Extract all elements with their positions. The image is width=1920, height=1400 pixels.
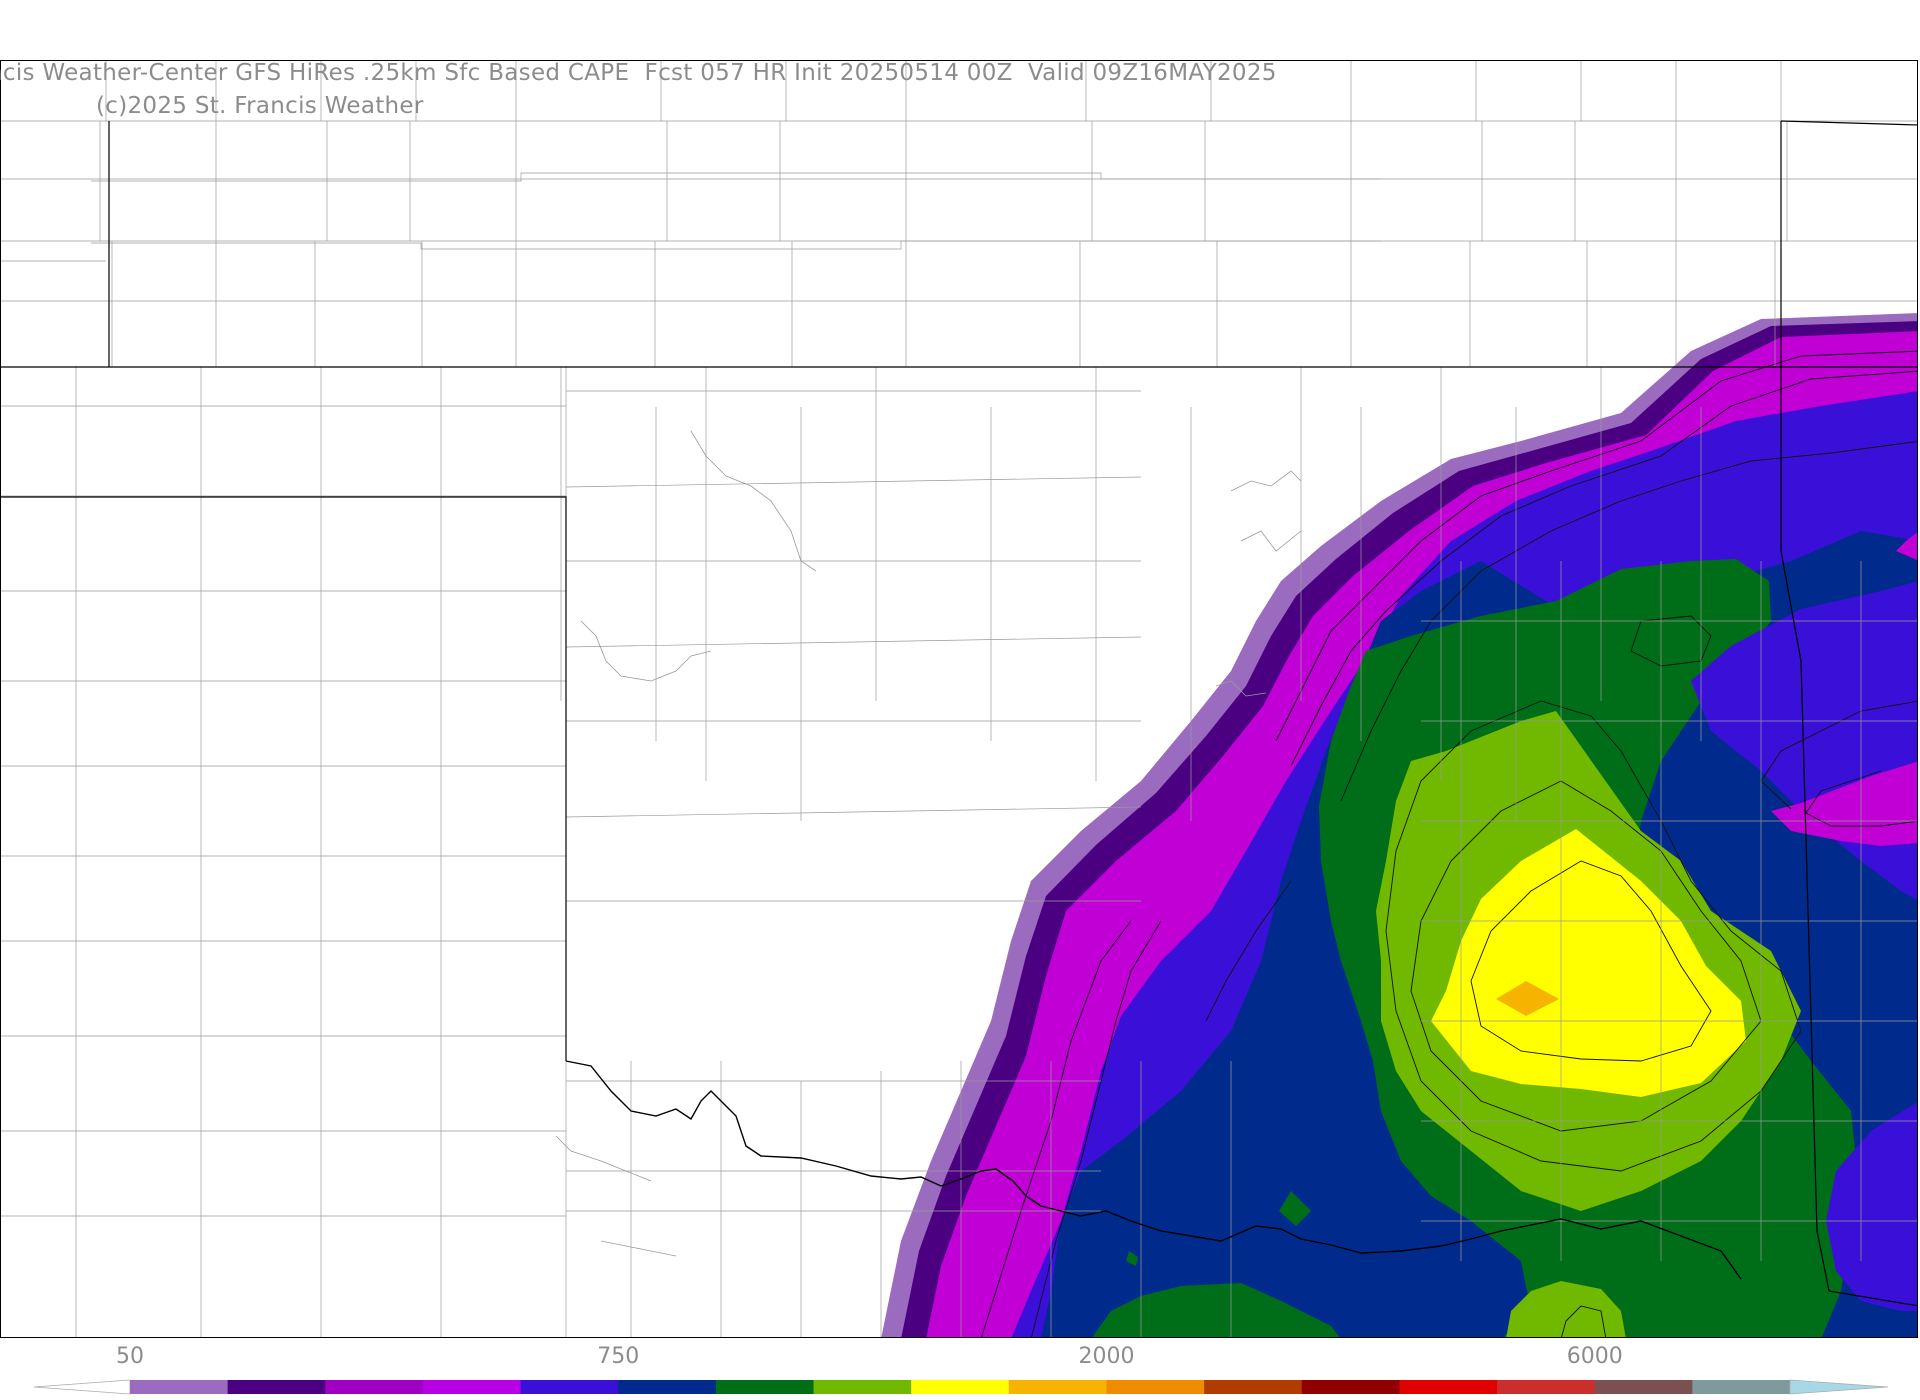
county-line-8 xyxy=(99,61,113,367)
colorbar-bin-3 xyxy=(325,1380,424,1394)
county-line-14 xyxy=(779,61,793,367)
colorbar-bin-5 xyxy=(520,1380,619,1394)
river-line-1 xyxy=(690,430,817,572)
colorbar-tick-label: 50 xyxy=(116,1344,144,1369)
colorbar-bin-8 xyxy=(813,1380,912,1394)
county-line-53 xyxy=(565,476,1142,488)
county-line-55 xyxy=(565,636,1142,648)
county-line-13 xyxy=(654,61,668,367)
cape-map xyxy=(1,61,1917,1337)
cape-2000-south-region xyxy=(1506,1281,1626,1337)
colorbar-bin-17 xyxy=(1692,1380,1791,1394)
cape-contour-line-8 xyxy=(1205,880,1292,1022)
colorbar-tick-label: 750 xyxy=(597,1344,640,1369)
county-line-6 xyxy=(91,240,1381,250)
colorbar-tick-label: 6000 xyxy=(1566,1344,1623,1369)
cape-4000-region xyxy=(1496,981,1559,1016)
county-line-57 xyxy=(565,806,1142,818)
river-line-4 xyxy=(600,1240,677,1257)
colorbar-low-extend xyxy=(33,1379,131,1395)
river-line-6 xyxy=(1240,530,1302,552)
map-frame xyxy=(0,60,1918,1338)
colorbar-bin-13 xyxy=(1301,1380,1400,1394)
cape-contour-line-2 xyxy=(1410,780,1762,1132)
colorbar-bin-6 xyxy=(618,1380,717,1394)
county-line-19 xyxy=(1469,61,1483,367)
colorbar-bin-11 xyxy=(1106,1380,1205,1394)
colorbar-bin-10 xyxy=(1008,1380,1107,1394)
county-line-22 xyxy=(1774,61,1788,367)
copyright-label: (c)2025 St. Francis Weather xyxy=(96,93,424,119)
cape-contour-line-13 xyxy=(1561,1305,1607,1337)
cape-750-se-region xyxy=(1826,1102,1917,1311)
colorbar-bin-7 xyxy=(715,1380,815,1394)
colorbar-bin-16 xyxy=(1594,1380,1693,1394)
cape-1500-speck-region xyxy=(1279,1191,1311,1226)
county-line-20 xyxy=(1574,61,1588,367)
colorbar-bin-1 xyxy=(130,1380,229,1394)
river-line-5 xyxy=(1230,470,1302,492)
cape-contour-line-5 xyxy=(1275,350,1917,742)
river-line-7 xyxy=(1215,680,1267,697)
state-boundary-3 xyxy=(565,1060,1742,1280)
state-boundary-4 xyxy=(1780,121,1917,1307)
river-line-3 xyxy=(555,1135,652,1182)
cape-1500-speck2-region xyxy=(1126,1251,1138,1266)
county-line-17 xyxy=(1204,61,1218,367)
river-line-2 xyxy=(580,620,712,682)
cape-contour-line-12 xyxy=(1760,700,1917,810)
county-line-11 xyxy=(409,61,423,367)
colorbar-bin-14 xyxy=(1399,1380,1498,1394)
colorbar-bin-4 xyxy=(422,1380,522,1394)
cape-contour-line-1 xyxy=(1470,860,1712,1062)
colorbar-bin-15 xyxy=(1497,1380,1596,1394)
colorbar-bin-2 xyxy=(227,1380,326,1394)
colorbar-high-extend xyxy=(1789,1379,1889,1395)
cape-1500-south-region xyxy=(1092,1283,1340,1337)
state-boundary-2 xyxy=(1,496,567,1061)
cape-contour-line-7 xyxy=(1340,441,1917,802)
colorbar-bin-12 xyxy=(1204,1380,1303,1394)
cape-contour-line-6 xyxy=(1290,370,1917,767)
cape-contour-line-11 xyxy=(1805,770,1917,827)
state-boundary-6 xyxy=(1780,120,1917,126)
county-line-16 xyxy=(1079,61,1093,367)
colorbar xyxy=(33,1379,1889,1395)
colorbar-tick-label: 2000 xyxy=(1078,1344,1135,1369)
map-title: ncis Weather-Center GFS HiRes .25km Sfc … xyxy=(0,60,1277,86)
county-line-10 xyxy=(314,61,328,367)
county-line-5 xyxy=(91,172,1381,182)
cape-500-ne-region xyxy=(1896,532,1917,561)
cape-500-east-region xyxy=(1771,761,1917,846)
cape-3000-region xyxy=(1431,829,1746,1097)
colorbar-bin-9 xyxy=(911,1380,1010,1394)
